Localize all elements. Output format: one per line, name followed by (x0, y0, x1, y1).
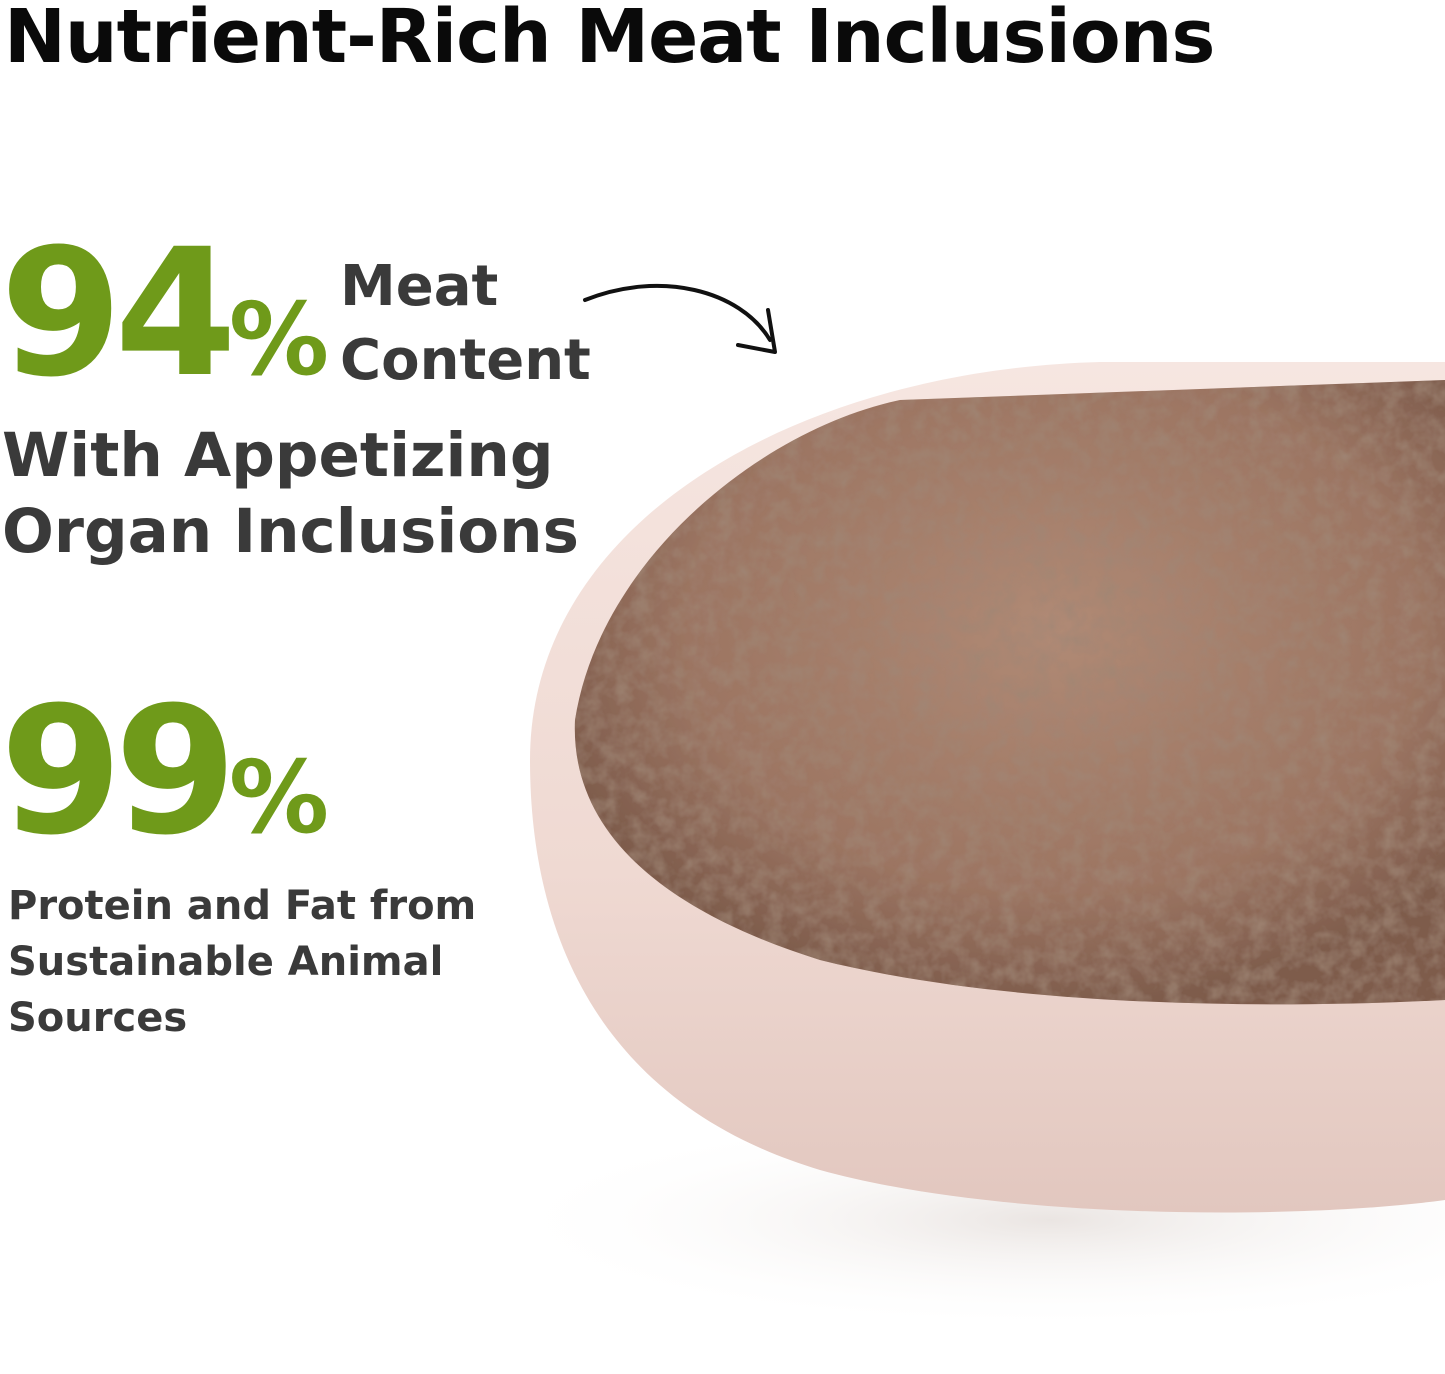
protein-description: Protein and Fat from Sustainable Animal … (8, 878, 476, 1046)
meat-content-label: Meat Content (340, 250, 591, 398)
text-line: Organ Inclusions (2, 496, 579, 567)
meat-content-stat: 94% (0, 226, 329, 402)
label-line: Meat (340, 254, 499, 319)
arrow-head (736, 308, 777, 354)
organ-inclusions-text: With Appetizing Organ Inclusions (2, 418, 579, 570)
stat-percent: % (228, 739, 330, 856)
stat-number: 99 (0, 669, 237, 874)
curved-arrow-icon (583, 283, 772, 342)
stat-number: 94 (0, 211, 237, 416)
page-title: Nutrient-Rich Meat Inclusions (4, 0, 1215, 80)
text-line: Protein and Fat from (8, 883, 477, 929)
text-line: With Appetizing (2, 420, 554, 491)
text-line: Sustainable Animal (8, 939, 444, 985)
protein-stat: 99% (0, 684, 329, 860)
label-line: Content (340, 328, 591, 393)
text-line: Sources (8, 995, 188, 1041)
wet-food (574, 380, 1445, 1005)
stat-percent: % (228, 281, 330, 398)
